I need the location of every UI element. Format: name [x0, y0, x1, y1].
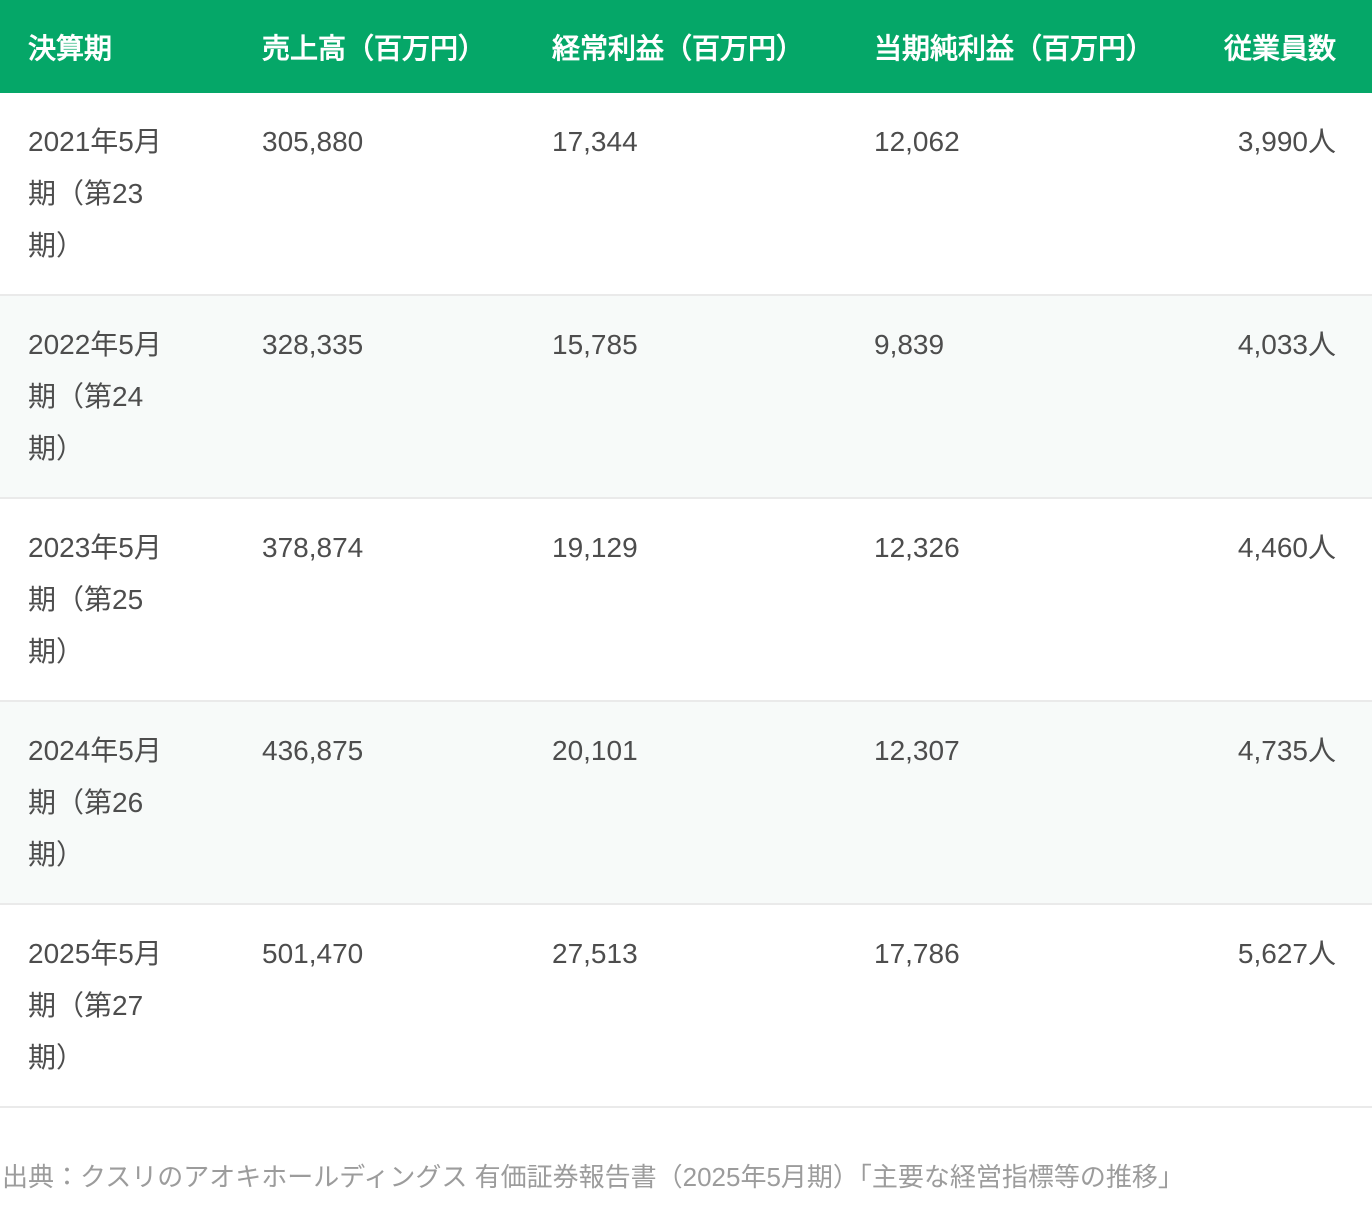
column-header-ordinary-profit: 経常利益（百万円） [524, 0, 846, 93]
cell-ordinary-profit: 17,344 [552, 126, 638, 157]
cell-ordinary-profit: 15,785 [552, 329, 638, 360]
cell-net-sales: 305,880 [262, 126, 364, 157]
source-note: 出典：クスリのアオキホールディングス 有価証券報告書（2025年5月期）「主要な… [2, 1162, 1184, 1192]
cell-fiscal-period: 2025年5月期（第27期） [0, 904, 234, 1107]
table-row: 2025年5月期（第27期） 501,470 27,513 17,786 5,6… [0, 904, 1372, 1107]
fiscal-period-text: 2024年5月期（第26期） [28, 735, 162, 870]
table-row: 2021年5月期（第23期） 305,880 17,344 12,062 3,9… [0, 93, 1372, 295]
fiscal-period-text: 2021年5月期（第23期） [28, 126, 162, 261]
cell-employees: 4,735人 [1237, 735, 1336, 766]
cell-fiscal-period: 2023年5月期（第25期） [0, 498, 234, 701]
column-header-net-income: 当期純利益（百万円） [846, 0, 1176, 93]
cell-ordinary-profit: 27,513 [552, 938, 638, 969]
cell-net-income: 17,786 [874, 938, 960, 969]
fiscal-period-text: 2023年5月期（第25期） [28, 532, 162, 667]
cell-net-income: 12,307 [874, 735, 960, 766]
cell-employees: 4,460人 [1237, 532, 1336, 563]
cell-fiscal-period: 2024年5月期（第26期） [0, 701, 234, 904]
cell-net-income: 9,839 [874, 329, 945, 360]
cell-employees: 5,627人 [1237, 938, 1336, 969]
cell-employees: 3,990人 [1237, 126, 1336, 157]
cell-net-income: 12,326 [874, 532, 960, 563]
table-row: 2024年5月期（第26期） 436,875 20,101 12,307 4,7… [0, 701, 1372, 904]
cell-fiscal-period: 2022年5月期（第24期） [0, 295, 234, 498]
cell-ordinary-profit: 20,101 [552, 735, 638, 766]
column-header-employees: 従業員数 [1176, 0, 1372, 93]
column-header-fiscal-period: 決算期 [0, 0, 234, 93]
cell-net-sales: 501,470 [262, 938, 364, 969]
cell-net-sales: 436,875 [262, 735, 364, 766]
table-row: 2023年5月期（第25期） 378,874 19,129 12,326 4,4… [0, 498, 1372, 701]
cell-net-income: 12,062 [874, 126, 960, 157]
table-header-row: 決算期 売上高（百万円） 経常利益（百万円） 当期純利益（百万円） 従業員数 [0, 0, 1372, 93]
column-header-net-sales: 売上高（百万円） [234, 0, 524, 93]
financial-indicators-table: 決算期 売上高（百万円） 経常利益（百万円） 当期純利益（百万円） 従業員数 2… [0, 0, 1372, 1107]
cell-fiscal-period: 2021年5月期（第23期） [0, 93, 234, 295]
cell-net-sales: 328,335 [262, 329, 364, 360]
table-row: 2022年5月期（第24期） 328,335 15,785 9,839 4,03… [0, 295, 1372, 498]
fiscal-period-text: 2022年5月期（第24期） [28, 329, 162, 464]
cell-ordinary-profit: 19,129 [552, 532, 638, 563]
cell-employees: 4,033人 [1237, 329, 1336, 360]
fiscal-period-text: 2025年5月期（第27期） [28, 938, 162, 1073]
cell-net-sales: 378,874 [262, 532, 364, 563]
